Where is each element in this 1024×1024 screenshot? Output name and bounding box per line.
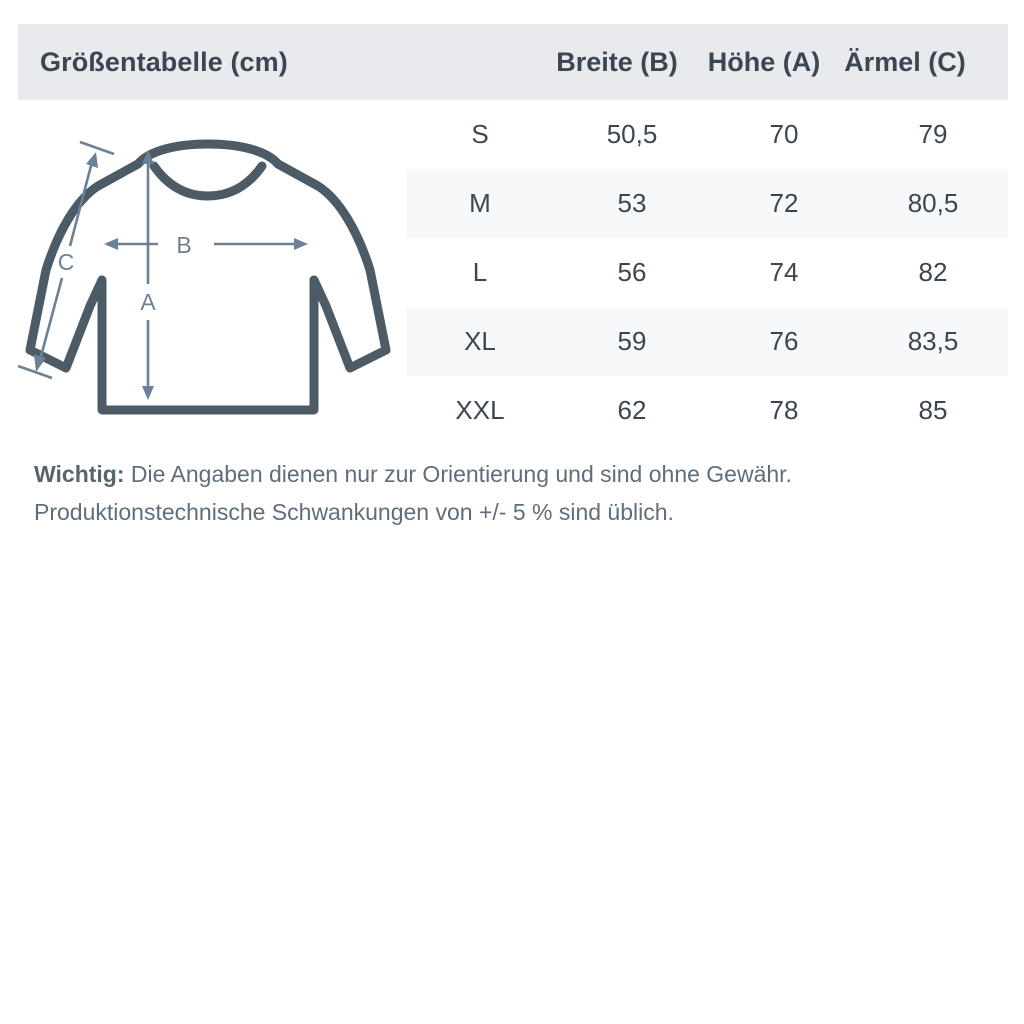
- shirt-outline-icon: [25, 139, 391, 415]
- size-chart: Größentabelle (cm) Breite (B) Höhe (A) Ä…: [18, 24, 1008, 531]
- table-row: XL 59 76 83,5: [406, 307, 1008, 376]
- measure-sleeve-label: C: [58, 249, 75, 275]
- cell-width: 56: [617, 257, 647, 287]
- cell-size: XXL: [455, 395, 505, 425]
- measure-width-arrow: [104, 238, 308, 250]
- disclaimer-line-1: Die Angaben dienen nur zur Orientierung …: [124, 461, 792, 487]
- measure-sleeve-arrow: [18, 140, 115, 380]
- cell-width: 50,5: [606, 119, 658, 149]
- cell-sleeve: 80,5: [907, 188, 959, 218]
- disclaimer-line-2: Produktionstechnische Schwankungen von +…: [34, 499, 674, 525]
- table-row: M 53 72 80,5: [406, 169, 1008, 238]
- cell-size: XL: [464, 326, 496, 356]
- table-row: XXL 62 78 85: [406, 376, 1008, 445]
- cell-sleeve: 82: [918, 257, 948, 287]
- column-header-width: Breite (B): [556, 46, 678, 77]
- cell-height: 78: [769, 395, 799, 425]
- measure-height-label: A: [140, 289, 156, 315]
- cell-sleeve: 83,5: [907, 326, 959, 356]
- cell-sleeve: 79: [918, 119, 948, 149]
- cell-size: M: [469, 188, 491, 218]
- measure-height-arrow: [142, 150, 154, 400]
- page-title: Größentabelle (cm): [40, 46, 288, 77]
- table-header: Größentabelle (cm) Breite (B) Höhe (A) Ä…: [18, 24, 1008, 100]
- cell-width: 59: [617, 326, 647, 356]
- column-header-group: Breite (B) Höhe (A) Ärmel (C): [536, 24, 980, 100]
- column-header-sleeve: Ärmel (C): [844, 46, 966, 77]
- cell-size: L: [472, 257, 488, 287]
- cell-height: 70: [769, 119, 799, 149]
- size-table: S 50,5 70 79 M 53 72 80,5 L 56 74 82 XL …: [406, 100, 1008, 445]
- disclaimer-prefix: Wichtig:: [34, 461, 125, 487]
- measure-width-label: B: [176, 232, 191, 258]
- cell-width: 62: [617, 395, 647, 425]
- disclaimer-note: Wichtig: Die Angaben dienen nur zur Orie…: [34, 455, 984, 531]
- cell-sleeve: 85: [918, 395, 948, 425]
- cell-height: 72: [769, 188, 799, 218]
- cell-height: 74: [769, 257, 799, 287]
- cell-height: 76: [769, 326, 799, 356]
- cell-size: S: [471, 119, 489, 149]
- cell-width: 53: [617, 188, 647, 218]
- column-header-height: Höhe (A): [707, 46, 821, 77]
- table-row: S 50,5 70 79: [406, 100, 1008, 169]
- garment-diagram: B A: [18, 124, 406, 434]
- table-row: L 56 74 82: [406, 238, 1008, 307]
